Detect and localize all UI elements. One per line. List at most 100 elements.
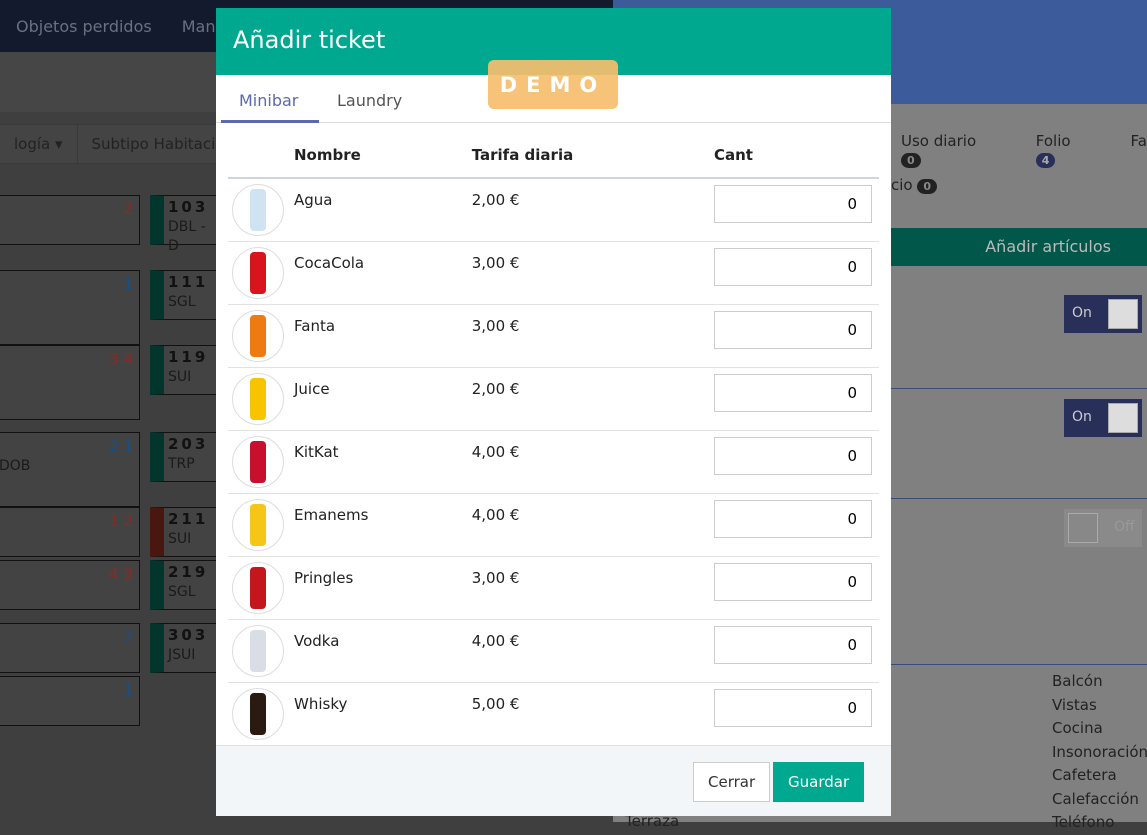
- product-image: [232, 246, 284, 299]
- amenity-item: Cafetera: [1052, 766, 1117, 784]
- minibar-table: Nombre Tarifa diaria Cant Agua 2,00 € Co…: [228, 133, 879, 746]
- room-number: 119: [168, 348, 209, 366]
- room-number: 219: [168, 563, 209, 581]
- room-occupancy-box[interactable]: 2: [0, 623, 140, 673]
- quantity-input[interactable]: [714, 436, 872, 475]
- room-card[interactable]: 303 JSUI: [150, 623, 220, 673]
- item-price: 5,00 €: [471, 682, 714, 746]
- col-tarifa: Tarifa diaria: [471, 133, 714, 179]
- tab-uso-diario[interactable]: Uso diario 0: [901, 132, 977, 168]
- product-icon: [250, 440, 266, 483]
- room-number: 303: [168, 626, 209, 644]
- quantity-input[interactable]: [714, 562, 872, 601]
- table-row: Juice 2,00 €: [228, 367, 879, 431]
- item-price: 4,00 €: [471, 430, 714, 494]
- amenity-item: Vistas: [1052, 695, 1097, 714]
- quantity-input[interactable]: [714, 499, 872, 538]
- room-type: JSUI: [168, 647, 196, 663]
- room-occupancy-box[interactable]: 2 1 DOB: [0, 432, 140, 507]
- product-image: [232, 624, 284, 677]
- product-icon: [250, 251, 266, 294]
- item-price: 2,00 €: [471, 367, 714, 431]
- item-price: 4,00 €: [471, 493, 714, 557]
- table-row: Fanta 3,00 €: [228, 304, 879, 368]
- quantity-input[interactable]: [714, 310, 872, 349]
- item-name: Whisky: [294, 682, 472, 746]
- item-name: Agua: [294, 178, 472, 242]
- product-icon: [250, 629, 266, 672]
- amenity-item: Calefacción: [1052, 789, 1139, 808]
- product-image: [232, 372, 284, 425]
- item-name: Fanta: [294, 304, 472, 368]
- tab-servicio[interactable]: cio 0: [891, 176, 938, 194]
- occupancy-count: 2 1: [109, 437, 133, 455]
- add-items-button[interactable]: Añadir artículos: [891, 228, 1147, 266]
- quantity-input[interactable]: [714, 373, 872, 412]
- amenity-item: Teléfono: [1052, 813, 1115, 831]
- room-card[interactable]: 119 SUI: [150, 345, 220, 395]
- item-price: 2,00 €: [471, 178, 714, 242]
- occupancy-count: 3 4: [109, 350, 133, 368]
- toggle-1[interactable]: On: [1064, 295, 1142, 333]
- room-type-left: DOB: [0, 458, 31, 474]
- close-button[interactable]: Cerrar: [693, 762, 771, 802]
- item-price: 3,00 €: [471, 241, 714, 305]
- table-row: Agua 2,00 €: [228, 178, 879, 242]
- room-card[interactable]: 219 SGL: [150, 560, 220, 610]
- room-occupancy-box[interactable]: 1: [0, 676, 140, 726]
- item-price: 3,00 €: [471, 556, 714, 620]
- item-name: Emanems: [294, 493, 472, 557]
- table-row: Emanems 4,00 €: [228, 493, 879, 557]
- room-number: 211: [168, 510, 209, 528]
- room-type: SUI: [168, 531, 192, 547]
- room-type: TRP: [168, 456, 195, 472]
- room-card[interactable]: 111 SGL: [150, 270, 220, 320]
- room-card[interactable]: 211 SUI: [150, 507, 220, 557]
- quantity-input[interactable]: [714, 688, 872, 727]
- item-name: Vodka: [294, 619, 472, 683]
- room-occupancy-box[interactable]: 3 4: [0, 345, 140, 420]
- tab-minibar[interactable]: Minibar: [221, 75, 319, 123]
- tab-fa[interactable]: Fa: [1130, 132, 1147, 150]
- modal-footer: Cerrar Guardar: [216, 745, 891, 816]
- occupancy-count: 4 3: [109, 565, 133, 583]
- room-occupancy-box[interactable]: 4 3: [0, 560, 140, 610]
- room-occupancy-box[interactable]: 2: [0, 195, 140, 245]
- product-image: [232, 498, 284, 551]
- tab-folio[interactable]: Folio 4: [1035, 132, 1071, 168]
- item-name: Pringles: [294, 556, 472, 620]
- filter-tipologia[interactable]: logía ▾: [0, 125, 78, 163]
- nav-item-objetos-perdidos[interactable]: Objetos perdidos: [16, 16, 152, 36]
- item-price: 4,00 €: [471, 619, 714, 683]
- col-cant: Cant: [714, 133, 879, 179]
- table-row: Vodka 4,00 €: [228, 619, 879, 683]
- product-icon: [250, 377, 266, 420]
- toggle-2[interactable]: On: [1064, 399, 1142, 437]
- tab-laundry[interactable]: Laundry: [337, 91, 403, 110]
- toggle-3[interactable]: Off: [1064, 509, 1142, 547]
- occupancy-count: 2: [123, 200, 133, 218]
- quantity-input[interactable]: [714, 247, 872, 286]
- quantity-input[interactable]: [714, 625, 872, 664]
- item-name: CocaCola: [294, 241, 472, 305]
- occupancy-count: 1: [123, 275, 133, 293]
- room-occupancy-box[interactable]: 1 2: [0, 507, 140, 557]
- room-card[interactable]: 203 TRP: [150, 432, 220, 482]
- table-row: Pringles 3,00 €: [228, 556, 879, 620]
- quantity-input[interactable]: [714, 185, 872, 223]
- item-name: Juice: [294, 367, 472, 431]
- product-image: [232, 184, 284, 236]
- room-occupancy-box[interactable]: 1: [0, 270, 140, 345]
- occupancy-count: 1 2: [109, 512, 133, 530]
- occupancy-count: 1: [123, 681, 133, 699]
- product-image: [232, 561, 284, 614]
- amenity-item: Cocina: [1052, 719, 1103, 737]
- product-image: [232, 309, 284, 362]
- table-row: CocaCola 3,00 €: [228, 241, 879, 305]
- room-card[interactable]: 103 DBL - D: [150, 195, 220, 254]
- save-button[interactable]: Guardar: [773, 762, 865, 802]
- amenity-item: Insonoración: [1052, 742, 1147, 761]
- occupancy-count: 2: [123, 628, 133, 646]
- room-type: DBL - D: [168, 219, 206, 254]
- room-type: SGL: [168, 584, 196, 600]
